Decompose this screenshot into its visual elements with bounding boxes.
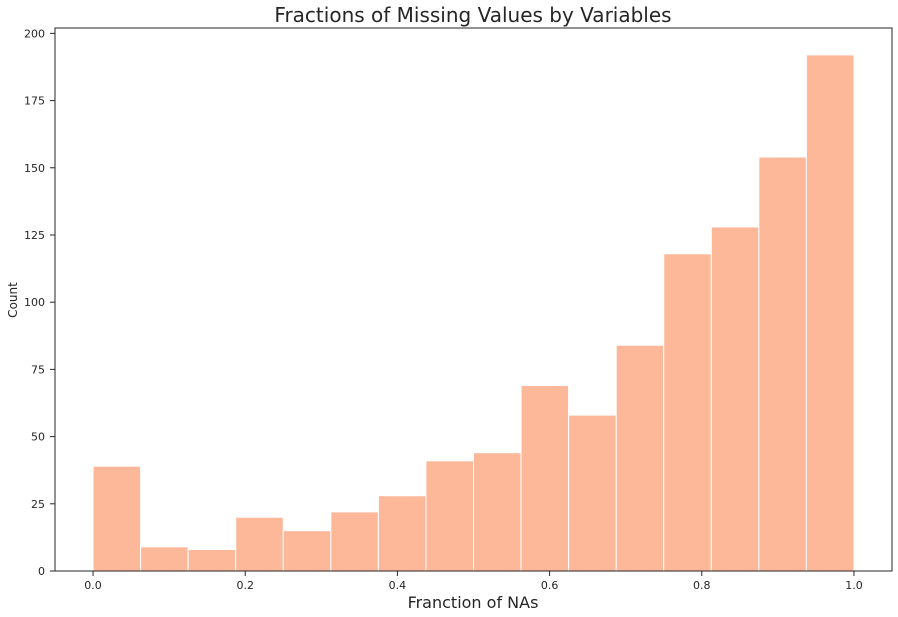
histogram-bar <box>758 156 807 572</box>
y-tick-label: 125 <box>24 229 45 242</box>
histogram-bar <box>425 460 474 572</box>
y-tick-label: 100 <box>24 296 45 309</box>
histogram-bar <box>520 385 570 572</box>
x-tick-label: 0.0 <box>84 579 102 592</box>
histogram-bar <box>330 511 379 572</box>
x-tick-label: 1.0 <box>845 579 863 592</box>
histogram-bar <box>92 465 142 572</box>
x-tick-label: 0.6 <box>541 579 559 592</box>
histogram-bar <box>568 414 617 572</box>
chart-title: Fractions of Missing Values by Variables <box>274 3 671 27</box>
y-tick-label: 175 <box>24 95 45 108</box>
y-tick-label: 200 <box>24 27 45 40</box>
x-tick-label: 0.2 <box>236 579 254 592</box>
x-axis-ticks: 0.0 0.2 0.4 0.6 0.8 1.0 <box>84 571 863 592</box>
histogram-bar <box>282 530 332 572</box>
x-tick-label: 0.8 <box>693 579 711 592</box>
histogram-bar <box>805 54 855 572</box>
histogram-bar <box>710 226 760 572</box>
y-tick-label: 75 <box>31 363 45 376</box>
x-tick-label: 0.4 <box>389 579 407 592</box>
x-axis-label: Franction of NAs <box>408 593 539 612</box>
y-tick-label: 25 <box>31 498 45 511</box>
histogram-bar <box>187 548 237 572</box>
y-tick-label: 0 <box>38 565 45 578</box>
histogram-bar <box>140 546 189 572</box>
histogram-bar <box>615 344 665 572</box>
bars-group <box>92 54 855 572</box>
histogram-bar <box>377 495 427 572</box>
histogram-bar <box>473 452 522 572</box>
histogram-bar <box>235 516 284 572</box>
y-tick-label: 50 <box>31 431 45 444</box>
histogram-bar <box>663 253 712 572</box>
y-axis-ticks: 0 25 50 75 100 125 150 175 200 <box>24 27 55 578</box>
plot-frame <box>54 27 893 572</box>
y-tick-label: 150 <box>24 162 45 175</box>
y-axis-label: Count <box>6 282 20 318</box>
